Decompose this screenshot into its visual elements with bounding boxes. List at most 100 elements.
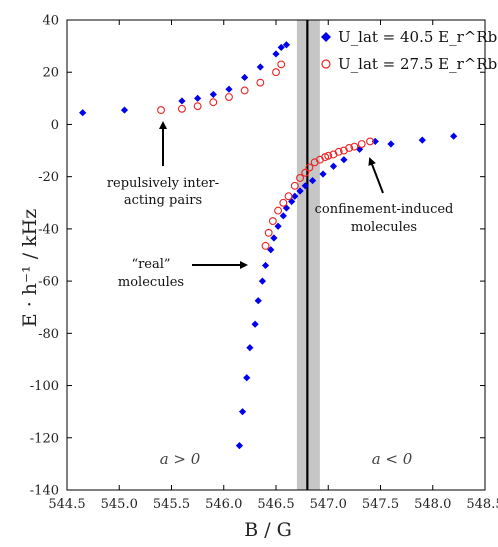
axis-ticks: [66, 19, 486, 491]
annotation-confinement-line1: confinement-induced: [315, 202, 454, 217]
data-point-circle: [256, 78, 265, 87]
data-point-diamond: [319, 170, 327, 178]
data-point-circle: [209, 98, 218, 107]
y-axis-label: E · h⁻¹ / kHz: [19, 209, 41, 327]
x-tick-label: 544.5: [48, 497, 85, 512]
data-point-circle: [193, 102, 202, 111]
data-point-circle: [178, 104, 186, 113]
data-point-diamond: [254, 297, 262, 305]
data-point-diamond: [277, 43, 285, 52]
data-point-circle: [366, 137, 374, 146]
arrow-confinement: [368, 157, 384, 194]
plot-frame: [66, 19, 486, 491]
data-point-circle: [274, 206, 283, 215]
data-point-circle: [305, 163, 314, 172]
series-40-5: [79, 41, 458, 450]
y-tick-label: -100: [30, 379, 59, 394]
data-point-circle: [334, 147, 343, 156]
legend-label-27-5: U_lat = 27.5 E_r^Rb: [338, 55, 497, 73]
data-point-diamond: [178, 97, 186, 105]
data-point-circle: [290, 181, 299, 190]
y-tick-label: -80: [38, 327, 59, 342]
data-point-diamond: [267, 246, 275, 254]
data-point-diamond: [194, 94, 202, 102]
y-tick-labels: -140 -120 -100 -80 -60 -40 -20 0 20 40: [30, 14, 59, 499]
data-point-circle: [296, 174, 304, 182]
y-tick-label: -40: [38, 222, 59, 237]
data-point-circle: [277, 60, 286, 69]
annotation-real-line2: molecules: [118, 275, 184, 290]
legend-diamond-marker: [321, 32, 331, 42]
data-point-diamond: [356, 145, 364, 153]
data-point-circle: [301, 168, 310, 177]
data-point-diamond: [329, 162, 338, 170]
data-point-diamond: [418, 136, 426, 144]
legend-label-40-5: U_lat = 40.5 E_r^Rb: [338, 28, 497, 46]
data-point-diamond: [272, 50, 280, 58]
region-label-right: a < 0: [372, 450, 413, 468]
data-point-circle: [268, 217, 277, 226]
data-point-diamond: [301, 182, 309, 190]
x-tick-label: 548.0: [414, 497, 451, 512]
x-tick-label: 546.5: [257, 497, 294, 512]
y-tick-label: 40: [42, 14, 59, 29]
data-point-circle: [261, 241, 270, 250]
y-tick-label: -60: [38, 275, 59, 290]
data-point-diamond: [270, 234, 278, 242]
data-point-diamond: [120, 106, 129, 114]
data-point-circle: [357, 140, 366, 148]
series-27-5: [157, 60, 374, 250]
data-point-diamond: [296, 187, 304, 195]
data-point-diamond: [243, 374, 251, 382]
data-point-circle: [225, 93, 233, 101]
annotation-real-line1: “real”: [131, 257, 170, 272]
data-point-diamond: [238, 408, 247, 416]
x-tick-label: 547.5: [362, 497, 399, 512]
data-point-circle: [324, 151, 333, 160]
data-point-diamond: [251, 320, 259, 328]
data-point-diamond: [261, 261, 270, 270]
y-tick-label: -120: [30, 431, 59, 446]
y-tick-label: -20: [38, 170, 59, 185]
data-point-circle: [279, 198, 288, 207]
data-point-diamond: [256, 63, 264, 71]
y-tick-label: 20: [42, 66, 59, 81]
x-tick-label: 547.0: [310, 497, 347, 512]
data-point-circle: [157, 106, 166, 115]
data-point-circle: [350, 142, 359, 151]
data-point-diamond: [450, 132, 458, 140]
x-axis-label: B / G: [244, 519, 292, 541]
data-point-diamond: [235, 442, 244, 450]
data-point-circle: [240, 86, 249, 95]
data-point-diamond: [274, 222, 282, 230]
data-point-circle: [284, 192, 293, 201]
data-point-diamond: [371, 137, 379, 146]
data-point-circle: [345, 143, 354, 152]
annotation-confinement-line2: molecules: [351, 220, 417, 235]
data-point-diamond: [340, 156, 348, 164]
x-tick-label: 545.5: [153, 497, 190, 512]
data-point-diamond: [225, 85, 233, 93]
annotation-confinement: confinement-induced molecules: [315, 157, 454, 235]
x-tick-label: 546.0: [205, 497, 242, 512]
data-point-diamond: [282, 204, 291, 212]
data-point-diamond: [209, 90, 217, 99]
region-label-left: a > 0: [160, 450, 201, 468]
data-point-circle: [264, 228, 273, 237]
x-tick-label: 548.5: [466, 497, 498, 512]
x-tick-labels: 544.5 545.0 545.5 546.0 546.5 547.0 547.5 548.0…: [48, 497, 498, 512]
data-point-diamond: [258, 277, 267, 285]
y-tick-label: -140: [30, 484, 59, 499]
legend-circle-marker: [321, 59, 331, 69]
legend: U_lat = 40.5 E_r^Rb U_lat = 27.5 E_r^Rb: [321, 28, 497, 73]
annotation-repulsive-line1: repulsively inter-: [107, 176, 219, 191]
data-point-diamond: [279, 212, 287, 220]
data-point-diamond: [79, 109, 87, 117]
annotation-real: “real” molecules: [118, 257, 248, 290]
annotation-repulsive: repulsively inter- acting pairs: [107, 121, 219, 208]
annotation-repulsive-line2: acting pairs: [124, 193, 202, 208]
data-point-diamond: [308, 176, 317, 185]
data-point-diamond: [246, 344, 254, 352]
data-point-circle: [272, 68, 280, 77]
